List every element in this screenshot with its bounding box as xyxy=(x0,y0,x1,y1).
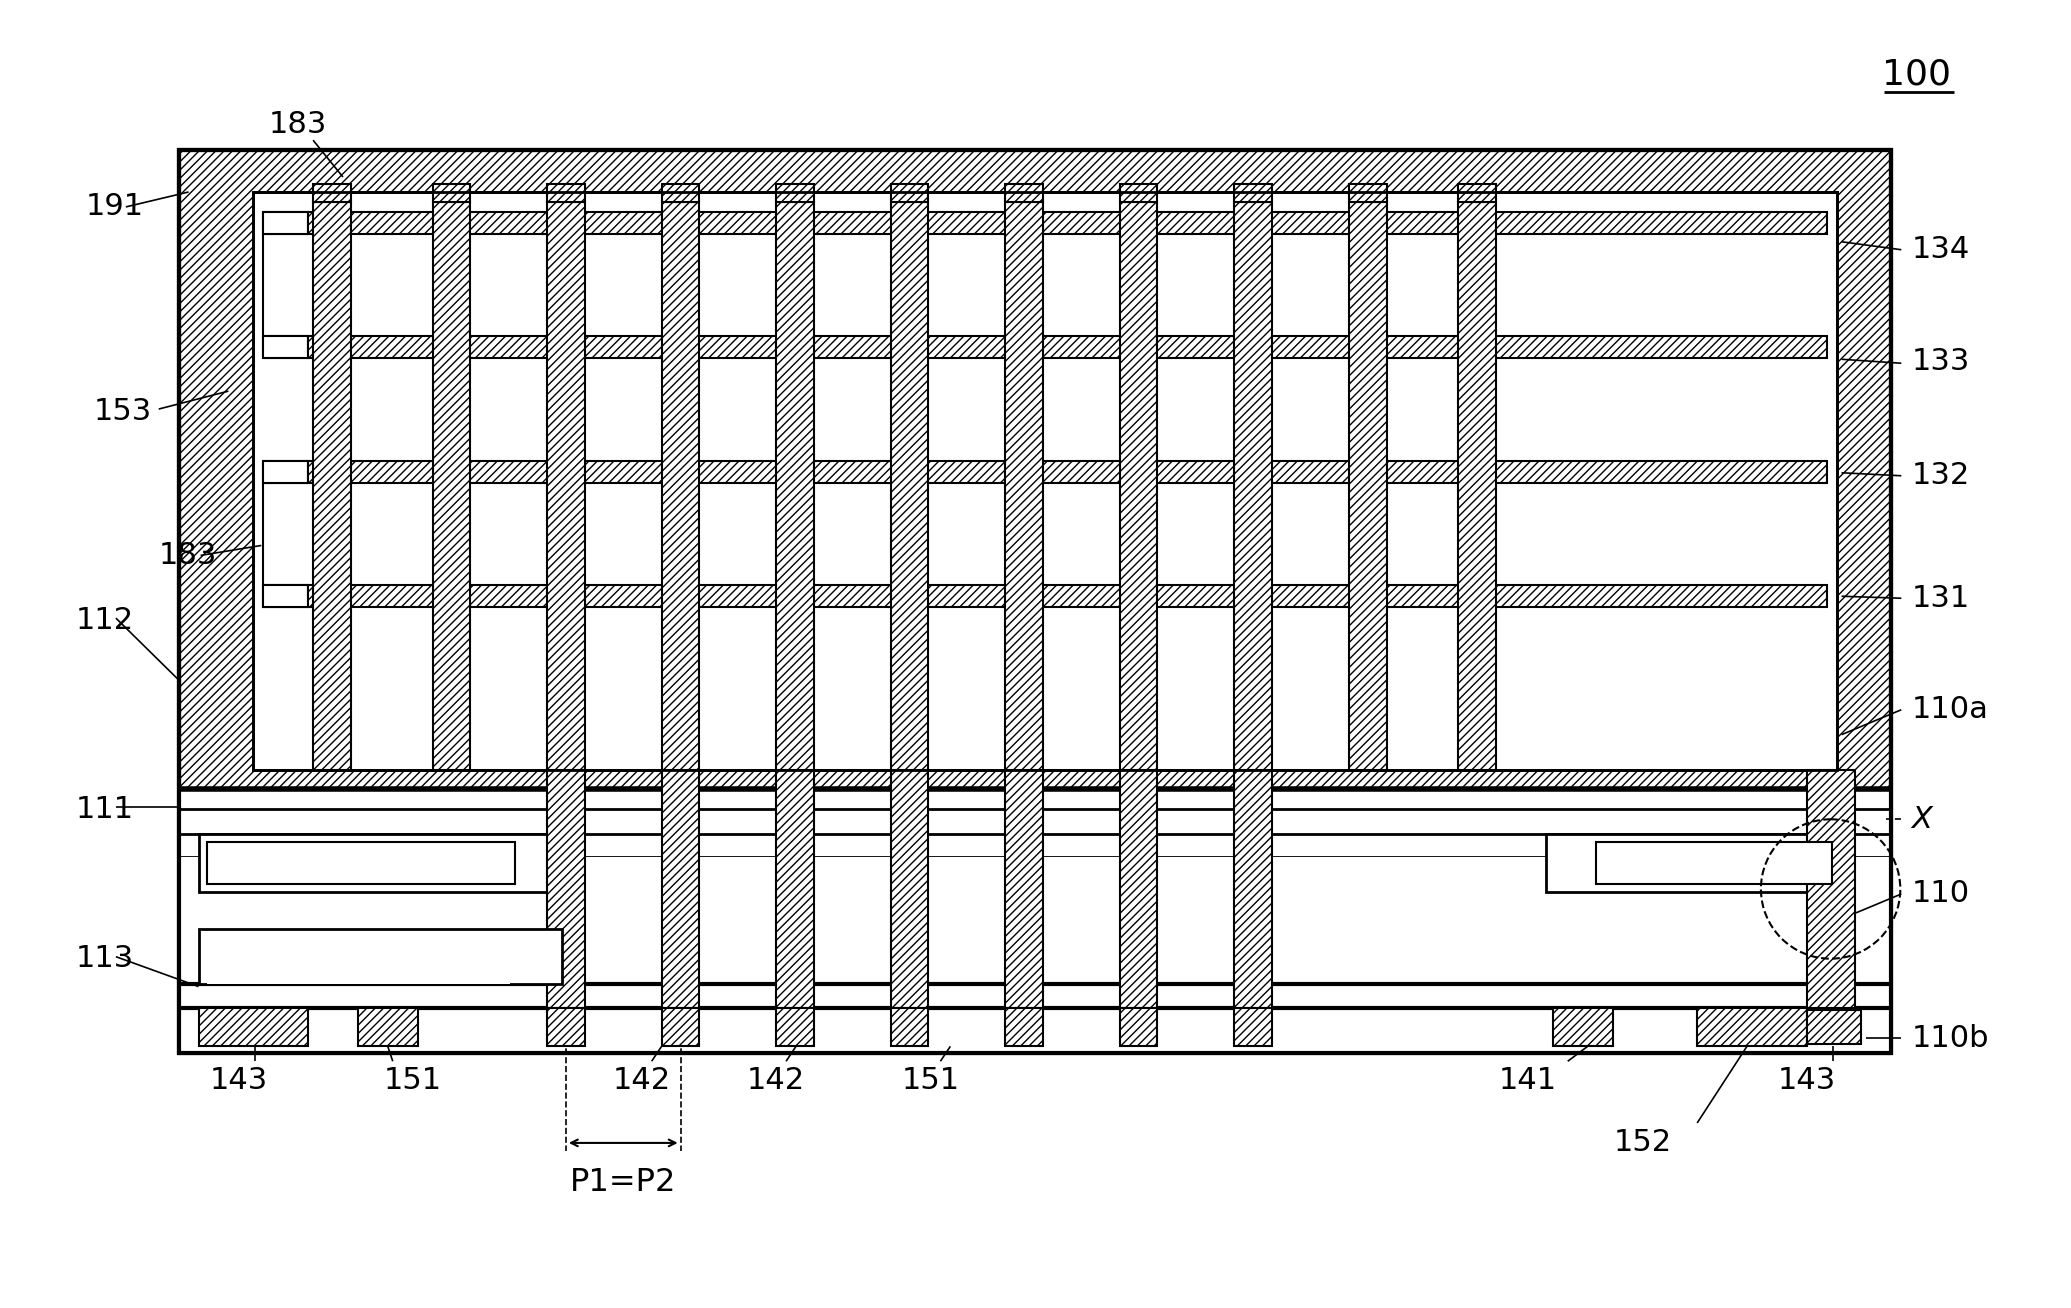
Bar xyxy=(313,201,350,769)
Bar xyxy=(777,769,814,1008)
Bar xyxy=(1004,184,1044,201)
Text: 110: 110 xyxy=(1912,879,1970,909)
Text: 131: 131 xyxy=(1912,583,1970,612)
Bar xyxy=(253,192,1837,769)
Bar xyxy=(547,1008,584,1046)
Bar xyxy=(207,842,516,884)
Bar xyxy=(309,212,1827,234)
Bar xyxy=(253,192,1837,769)
Text: 153: 153 xyxy=(93,396,151,425)
Text: 152: 152 xyxy=(1613,1127,1671,1158)
Bar xyxy=(1120,1008,1158,1046)
Bar xyxy=(661,184,700,201)
Text: 141: 141 xyxy=(1499,1066,1557,1095)
Bar xyxy=(1120,769,1158,1008)
Bar xyxy=(1234,769,1272,1008)
Text: 113: 113 xyxy=(77,944,135,973)
Bar xyxy=(1004,769,1044,1008)
Bar xyxy=(777,184,814,201)
Bar xyxy=(1595,842,1831,884)
Bar xyxy=(433,201,470,769)
Text: 191: 191 xyxy=(87,192,145,221)
Text: 110a: 110a xyxy=(1912,696,1988,725)
Bar xyxy=(1458,201,1495,769)
Text: 151: 151 xyxy=(383,1066,441,1095)
Bar xyxy=(1234,1008,1272,1046)
Bar xyxy=(1545,835,1839,892)
Text: 111: 111 xyxy=(77,795,135,824)
Bar xyxy=(661,201,700,769)
Text: 134: 134 xyxy=(1912,235,1970,264)
Bar xyxy=(1806,769,1854,1008)
Bar xyxy=(1458,184,1495,201)
Bar xyxy=(547,769,584,1008)
Bar xyxy=(1004,1008,1044,1046)
Text: 143: 143 xyxy=(209,1066,267,1095)
Bar xyxy=(1120,184,1158,201)
Text: X: X xyxy=(1912,804,1932,833)
Bar xyxy=(178,150,1891,1053)
Bar xyxy=(1004,201,1044,769)
Bar xyxy=(263,585,309,607)
Bar xyxy=(891,184,928,201)
Bar xyxy=(178,150,1891,1053)
Text: 133: 133 xyxy=(1912,347,1970,375)
Bar xyxy=(309,460,1827,483)
Bar xyxy=(1234,184,1272,201)
Text: 183: 183 xyxy=(269,110,327,139)
Text: 183: 183 xyxy=(159,542,217,570)
Bar xyxy=(178,857,1891,1053)
Bar xyxy=(207,937,509,984)
Bar xyxy=(891,201,928,769)
Bar xyxy=(358,1008,418,1046)
Bar xyxy=(777,201,814,769)
Bar xyxy=(199,929,561,984)
Bar xyxy=(263,212,309,234)
Bar xyxy=(199,1008,309,1046)
Bar xyxy=(178,790,1891,857)
Text: 100: 100 xyxy=(1883,58,1951,92)
Bar xyxy=(1120,201,1158,769)
Bar xyxy=(547,184,584,201)
Bar xyxy=(1348,201,1385,769)
Bar xyxy=(263,460,309,483)
Text: 142: 142 xyxy=(613,1066,671,1095)
Bar xyxy=(1348,184,1385,201)
Bar xyxy=(891,769,928,1008)
Bar xyxy=(199,835,561,892)
Text: 132: 132 xyxy=(1912,462,1970,490)
Bar xyxy=(1234,201,1272,769)
Text: 151: 151 xyxy=(901,1066,959,1095)
Bar xyxy=(1553,1008,1613,1046)
Bar xyxy=(661,1008,700,1046)
Text: 110b: 110b xyxy=(1912,1024,1988,1053)
Bar xyxy=(661,769,700,1008)
Bar xyxy=(433,184,470,201)
Bar xyxy=(309,336,1827,358)
Bar xyxy=(777,1008,814,1046)
Text: 112: 112 xyxy=(77,606,135,634)
Text: P1=P2: P1=P2 xyxy=(570,1167,677,1198)
Bar xyxy=(263,336,309,358)
Bar xyxy=(891,1008,928,1046)
Bar xyxy=(309,585,1827,607)
Text: 142: 142 xyxy=(748,1066,806,1095)
Bar xyxy=(547,201,584,769)
Bar xyxy=(1806,1011,1862,1044)
Bar xyxy=(1696,1008,1806,1046)
Bar xyxy=(313,184,350,201)
Text: 143: 143 xyxy=(1777,1066,1835,1095)
